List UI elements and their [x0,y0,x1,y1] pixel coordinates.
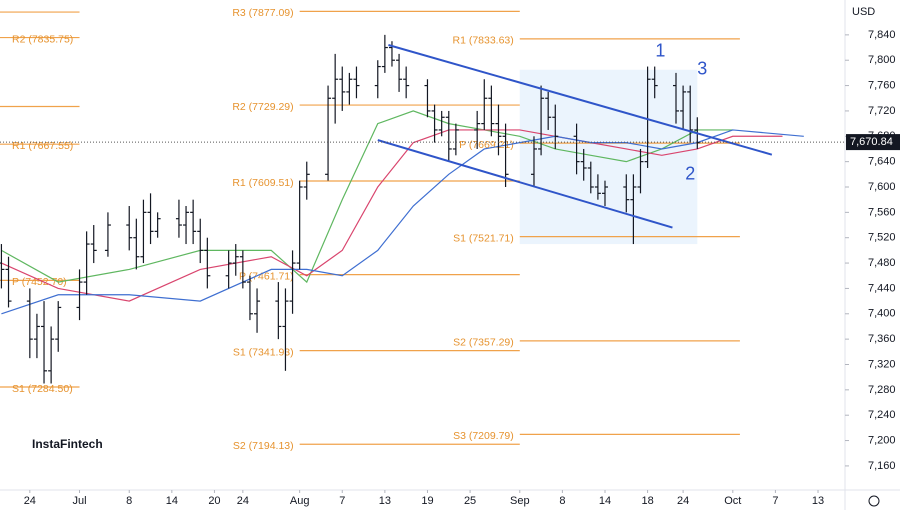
y-tick-label: 7,440 [868,282,896,294]
settings-icon[interactable] [868,495,880,507]
x-tick-label: 13 [812,495,824,507]
pivot-label: R1 (7609.51) [232,177,293,189]
pivot-label: P (7669.21) [459,139,514,151]
y-tick-label: 7,840 [868,29,896,41]
x-tick-label: Jul [72,495,86,507]
y-tick-label: 7,160 [868,460,896,472]
channel-line [388,44,773,156]
plot-area: R2 (7835.75)R1 (7667.55)P (7452.70)S1 (7… [0,7,804,452]
x-tick-label: 20 [208,495,220,507]
currency: USD [852,6,875,18]
x-tick-label: 24 [677,495,689,507]
x-tick-label: 14 [166,495,178,507]
x-tick-label: 24 [237,495,249,507]
pivot-label: S1 (7521.71) [453,232,514,244]
y-tick-label: 7,400 [868,308,896,320]
pivot-label: S3 (7209.79) [453,430,514,442]
y-tick-label: 7,520 [868,232,896,244]
watermark-box [26,430,102,460]
pivot-label: S1 (7341.93) [233,346,294,358]
pivot-label: R2 (7835.75) [12,33,73,45]
last-price-label: 7,670.84 [850,136,893,148]
last-price-badge [846,134,900,151]
x-tick-label: 24 [24,495,36,507]
x-tick-label: 7 [339,495,345,507]
y-tick-label: 7,640 [868,156,896,168]
moving-average [1,129,804,315]
x-tick-label: 18 [641,495,653,507]
watermark: InstaFintech [32,437,103,451]
y-tick-label: 7,320 [868,358,896,370]
wave-label: 2 [685,164,695,184]
x-tick-label: 14 [599,495,611,507]
y-tick-label: 7,360 [868,333,896,345]
pivot-label: S2 (7194.13) [233,440,294,452]
pivot-label: S1 (7284.50) [12,383,73,395]
x-tick-label: Oct [724,495,741,507]
x-tick-label: 7 [772,495,778,507]
y-tick-label: 7,600 [868,181,896,193]
y-tick-label: 7,280 [868,384,896,396]
wave-label: 3 [697,58,707,78]
wave-label: 1 [655,41,665,61]
pivot-label: R2 (7729.29) [232,101,293,113]
y-tick-label: 7,760 [868,79,896,91]
x-tick-label: 8 [126,495,132,507]
pivot-label: R1 (7833.63) [452,35,513,47]
x-tick-label: 25 [464,495,476,507]
y-tick-label: 7,240 [868,409,896,421]
x-tick-label: 8 [559,495,565,507]
x-tick-label: 13 [379,495,391,507]
moving-average [1,110,733,284]
channel-line [377,139,673,229]
pivot-label: R3 (7877.09) [232,7,293,19]
pivot-label: P (7461.71) [239,270,294,282]
y-tick-label: 7,800 [868,54,896,66]
x-tick-label: Sep [510,495,530,507]
pivot-label: R1 (7667.55) [12,140,73,152]
x-tick-label: 19 [421,495,433,507]
y-tick-label: 7,720 [868,105,896,117]
pivot-label: S2 (7357.29) [453,337,514,349]
y-tick-label: 7,480 [868,257,896,269]
x-tick-label: Aug [290,495,310,507]
y-tick-label: 7,560 [868,206,896,218]
y-tick-label: 7,200 [868,434,896,446]
range-box [519,69,698,245]
